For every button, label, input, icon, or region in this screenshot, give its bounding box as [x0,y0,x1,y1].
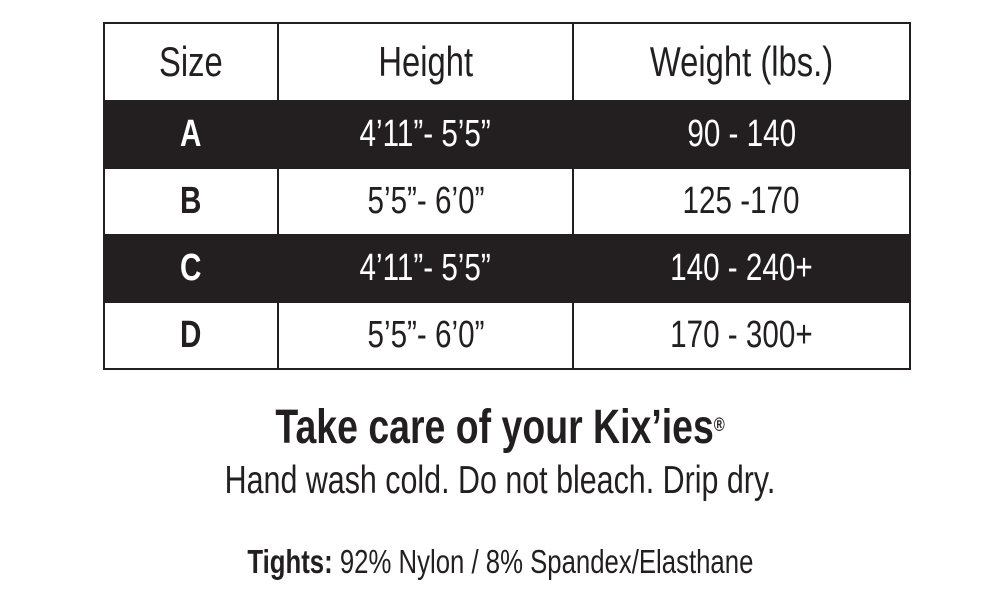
column-header-height: Height [277,22,574,102]
registered-trademark-symbol: ® [713,415,725,437]
cell-size: A [103,100,279,169]
cell-height: 4’11”- 5’5” [277,100,574,169]
care-title-text: Take care of your Kix’ies [275,401,714,454]
size-chart-table: Size Height Weight (lbs.) A 4’11”- 5’5” … [103,22,911,370]
materials-line: Tights: 92% Nylon / 8% Spandex/Elasthane [0,543,1000,580]
table-row-size-b: B 5’5”- 6’0” 125 -170 [103,167,911,236]
cell-size: C [103,234,279,303]
table-row-size-a: A 4’11”- 5’5” 90 - 140 [103,100,911,169]
cell-height: 5’5”- 6’0” [277,301,574,370]
care-title: Take care of your Kix’ies® [0,401,1000,454]
cell-weight: 90 - 140 [572,100,911,169]
cell-height: 5’5”- 6’0” [277,167,574,236]
cell-size: B [103,167,279,236]
cell-weight: 140 - 240+ [572,234,911,303]
cell-weight: 170 - 300+ [572,301,911,370]
table-row-size-d: D 5’5”- 6’0” 170 - 300+ [103,301,911,370]
header-row: Size Height Weight (lbs.) [103,22,911,102]
cell-size: D [103,301,279,370]
column-header-size: Size [103,22,279,102]
care-instructions: Hand wash cold. Do not bleach. Drip dry. [224,459,776,502]
table-row-size-c: C 4’11”- 5’5” 140 - 240+ [103,234,911,303]
column-header-weight: Weight (lbs.) [572,22,911,102]
cell-height: 4’11”- 5’5” [277,234,574,303]
cell-weight: 125 -170 [572,167,911,236]
materials-label: Tights: [246,543,333,580]
materials-value: 92% Nylon / 8% Spandex/Elasthane [339,543,754,580]
